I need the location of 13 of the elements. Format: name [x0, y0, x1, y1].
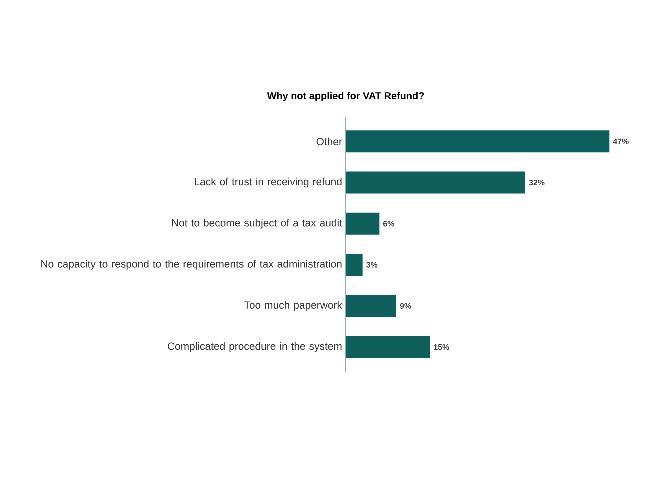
y-tick-label: No capacity to respond to the requirements of tax administration [42, 260, 342, 270]
y-tick-label: Other [316, 138, 342, 146]
bar [346, 130, 610, 153]
y-tick-label: Not to become subject of a tax audit [172, 219, 342, 229]
bar [346, 254, 363, 276]
y-tick-label: Too much paperwork [244, 301, 342, 312]
y-tick-label: Lack of trust in receiving refund [195, 178, 342, 188]
bar [346, 295, 396, 318]
bar [346, 336, 430, 358]
bar [346, 172, 526, 194]
bar [346, 212, 380, 235]
chart-title: Why not applied for VAT Refund? [267, 92, 424, 102]
y-tick-label: Complicated procedure in the system [168, 342, 342, 352]
